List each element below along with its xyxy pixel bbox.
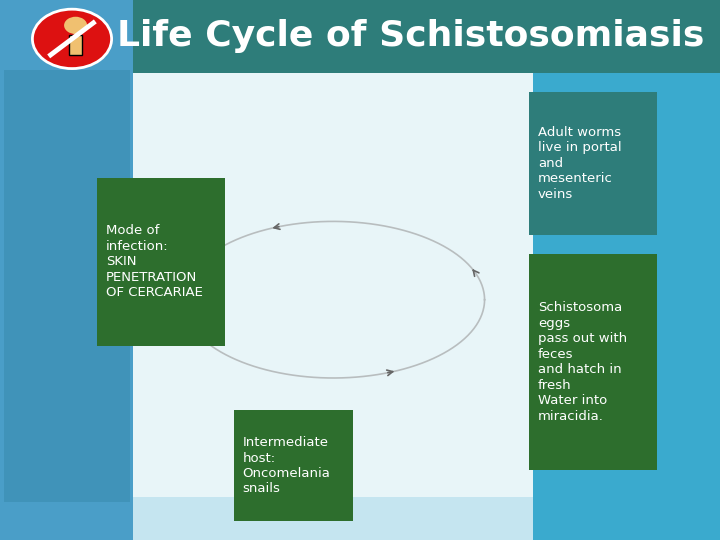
- Text: Schistosoma
eggs
pass out with
feces
and hatch in
fresh
Water into
miracidia.: Schistosoma eggs pass out with feces and…: [538, 301, 627, 422]
- Bar: [133, 0, 533, 540]
- Bar: [133, 70, 533, 497]
- Bar: [529, 92, 657, 235]
- Bar: [97, 178, 225, 346]
- Bar: [533, 0, 720, 540]
- Text: Life Cycle of Schistosomiasis: Life Cycle of Schistosomiasis: [117, 19, 704, 53]
- Bar: [234, 410, 353, 521]
- FancyArrow shape: [69, 35, 82, 55]
- Text: Mode of
infection:
SKIN
PENETRATION
OF CERCARIAE: Mode of infection: SKIN PENETRATION OF C…: [106, 225, 203, 299]
- Circle shape: [64, 17, 87, 34]
- Circle shape: [32, 9, 112, 69]
- Text: Intermediate
host:
Oncomelania
snails: Intermediate host: Oncomelania snails: [243, 436, 330, 496]
- Bar: [4, 70, 130, 502]
- Circle shape: [32, 9, 112, 69]
- Text: Adult worms
live in portal
and
mesenteric
veins: Adult worms live in portal and mesenteri…: [538, 126, 621, 201]
- Bar: [0, 0, 133, 540]
- Bar: [529, 254, 657, 470]
- Bar: [133, 0, 720, 73]
